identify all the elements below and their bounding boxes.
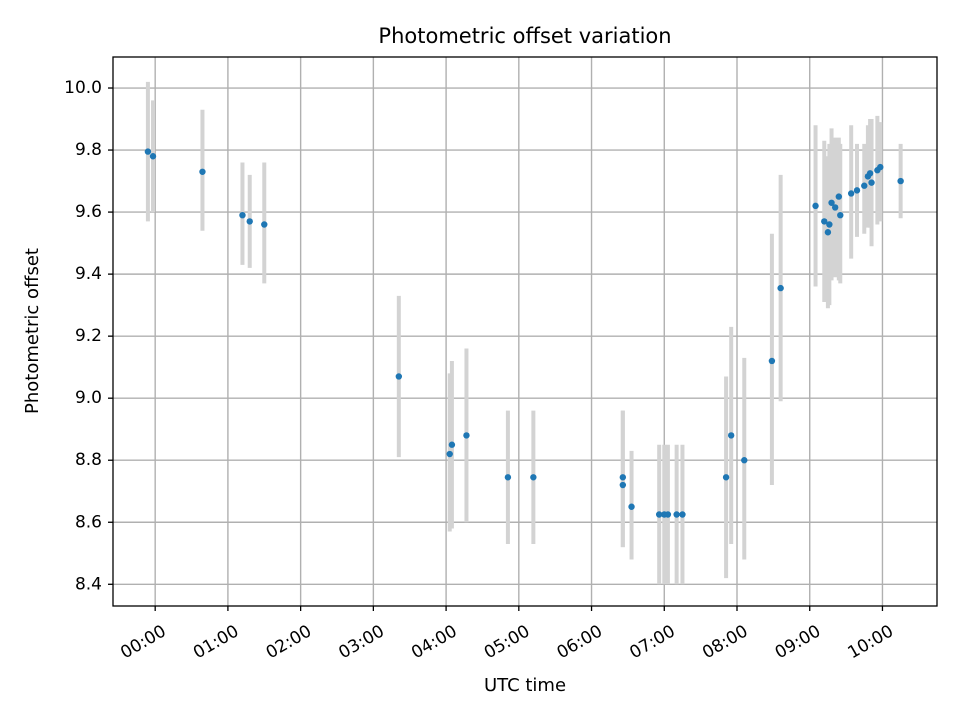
data-point	[861, 182, 868, 189]
data-point	[446, 450, 453, 458]
data-point	[853, 187, 861, 194]
grid	[113, 57, 937, 606]
y-axis-ticks: 8.4 8.6 8.8 9.0 9.2 9.4 9.6 9.8 10.0	[64, 78, 113, 594]
x-tick-label: 00:00	[117, 621, 169, 663]
x-tick-label: 07:00	[626, 621, 678, 663]
data-point	[664, 511, 672, 518]
data-point	[866, 170, 874, 177]
data-point	[673, 511, 680, 518]
data-point	[504, 474, 512, 481]
data-point	[826, 221, 833, 228]
error-bars	[145, 81, 903, 585]
plot-area-frame	[112, 56, 938, 607]
data-point	[144, 148, 152, 155]
data-point	[628, 503, 635, 510]
data-point	[812, 202, 819, 210]
data-point	[448, 441, 456, 448]
data-point	[835, 193, 843, 200]
x-tick-label: 09:00	[772, 621, 824, 663]
data-points	[144, 148, 904, 518]
data-point	[722, 474, 730, 481]
data-point	[847, 190, 855, 197]
y-tick-label: 8.4	[75, 574, 102, 594]
y-tick-label: 9.8	[75, 140, 102, 160]
data-point	[619, 474, 627, 481]
data-point	[261, 221, 268, 228]
y-tick-label: 9.0	[75, 388, 102, 408]
data-point	[655, 511, 663, 518]
data-point	[877, 163, 884, 171]
y-tick-label: 9.4	[75, 264, 102, 284]
data-point	[837, 211, 844, 219]
data-point	[619, 481, 627, 489]
data-point	[824, 229, 832, 236]
y-tick-label: 8.6	[75, 512, 102, 532]
x-tick-label: 05:00	[481, 621, 533, 663]
y-tick-label: 9.2	[75, 326, 102, 346]
data-point	[727, 432, 735, 439]
x-tick-label: 04:00	[408, 621, 460, 663]
data-point	[530, 474, 537, 481]
data-point	[463, 432, 470, 439]
x-tick-label: 02:00	[263, 621, 315, 663]
y-tick-label: 9.6	[75, 202, 102, 222]
data-point	[868, 179, 875, 186]
data-point	[897, 177, 904, 185]
data-point	[679, 511, 686, 518]
y-axis-label: Photometric offset	[22, 248, 43, 414]
x-tick-label: 01:00	[190, 621, 242, 663]
data-point	[821, 218, 828, 225]
x-axis-label: UTC time	[484, 675, 566, 696]
data-point	[239, 211, 246, 219]
data-point	[395, 373, 403, 380]
y-tick-label: 8.8	[75, 450, 102, 470]
data-point	[246, 218, 253, 225]
data-point	[828, 199, 835, 206]
data-point	[199, 168, 206, 175]
data-point	[149, 153, 157, 160]
data-point	[741, 457, 748, 464]
x-tick-label: 03:00	[335, 621, 387, 663]
y-tick-label: 10.0	[64, 78, 102, 98]
x-tick-label: 06:00	[554, 621, 606, 663]
chart-title: Photometric offset variation	[378, 24, 671, 48]
data-point	[768, 357, 776, 365]
x-tick-label: 08:00	[699, 621, 751, 663]
x-axis-ticks: 00:00 01:00 02:00 03:00 04:00 05:00 06:00 07:00…	[117, 606, 897, 663]
data-point	[831, 204, 839, 211]
data-point	[777, 284, 784, 292]
x-tick-label: 10:00	[845, 621, 897, 663]
